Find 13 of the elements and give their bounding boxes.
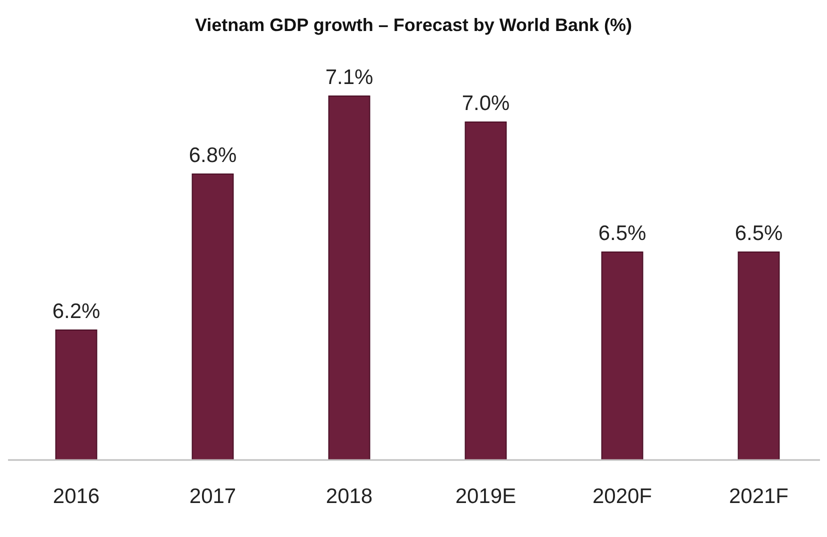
chart-title: Vietnam GDP growth – Forecast by World Bank (%) [194, 15, 632, 35]
x-tick-label: 2021F [728, 485, 789, 508]
data-label: 7.0% [462, 92, 510, 115]
x-tick-label: 2016 [52, 485, 100, 508]
data-label: 6.5% [734, 222, 783, 245]
data-label: 6.2% [52, 300, 100, 323]
data-label: 6.5% [598, 222, 646, 245]
data-label: 7.1% [325, 66, 374, 89]
data-label: 6.8% [188, 144, 237, 167]
x-tick-label: 2018 [326, 485, 373, 508]
x-tick-label: 2017 [189, 485, 236, 508]
x-tick-label: 2019E [455, 485, 516, 508]
x-tick-label: 2020F [592, 485, 652, 508]
